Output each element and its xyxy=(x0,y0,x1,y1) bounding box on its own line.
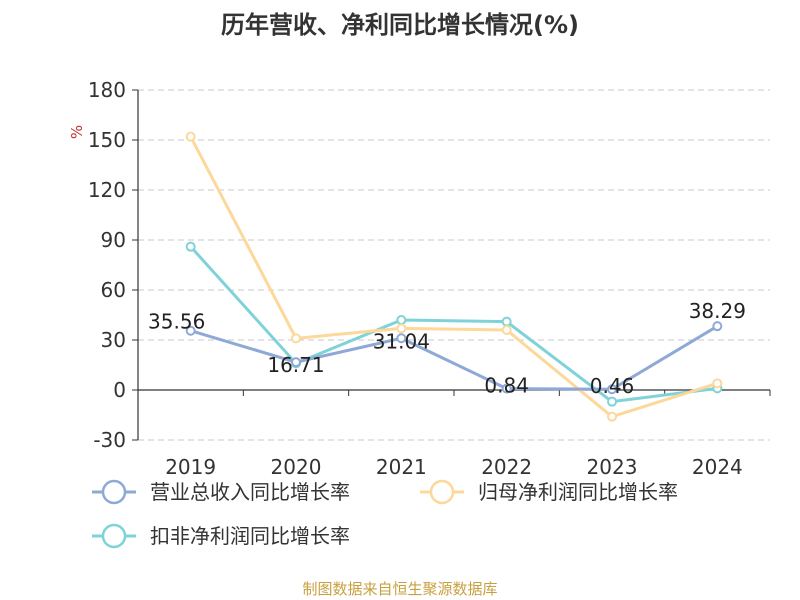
data-point xyxy=(607,396,617,407)
legend-marker xyxy=(429,479,455,505)
x-tick-label: 2024 xyxy=(692,455,743,479)
y-tick-label: 90 xyxy=(101,228,126,252)
y-tick-label: -30 xyxy=(93,428,126,452)
data-point xyxy=(185,131,196,142)
x-tick-label: 2019 xyxy=(165,455,216,479)
y-tick-label: 30 xyxy=(101,328,126,352)
data-label: 38.29 xyxy=(689,299,746,323)
legend-marker xyxy=(101,479,127,505)
data-point xyxy=(396,323,407,334)
data-label: 35.56 xyxy=(148,310,205,334)
data-label: 0.46 xyxy=(590,374,635,398)
data-point xyxy=(607,411,617,422)
data-label: 0.84 xyxy=(484,374,529,398)
data-point xyxy=(291,333,301,344)
data-point xyxy=(712,378,723,389)
data-point xyxy=(396,333,407,344)
legend-label: 营业总收入同比增长率 xyxy=(150,480,350,504)
data-source: 制图数据来自恒生聚源数据库 xyxy=(302,580,497,598)
data-labels: 35.56 16.71 31.04 0.84 0.46 38.29 xyxy=(148,299,746,398)
chart-title: 历年营收、净利同比增长情况(%) xyxy=(221,11,579,39)
data-point xyxy=(501,316,512,327)
data-point xyxy=(501,325,512,335)
data-point xyxy=(185,325,196,336)
grid-lines xyxy=(138,89,770,441)
y-tick-label: 180 xyxy=(88,78,126,102)
y-tick-label: 0 xyxy=(113,378,126,402)
x-tick-label: 2021 xyxy=(376,455,427,479)
data-point xyxy=(607,384,617,395)
y-tick-label: 150 xyxy=(88,128,126,152)
data-label: 31.04 xyxy=(373,329,430,353)
data-point xyxy=(185,241,196,252)
y-axis-unit: % xyxy=(68,125,86,139)
series-line xyxy=(190,324,719,391)
y-tick-label: 60 xyxy=(101,278,126,302)
x-tick-label: 2023 xyxy=(587,455,638,479)
series-line xyxy=(189,245,718,404)
series-line xyxy=(189,135,718,419)
x-tick-label: 2022 xyxy=(481,455,532,479)
data-label: 16.71 xyxy=(267,353,324,377)
series-layer xyxy=(185,131,723,422)
legend-label: 归母净利润同比增长率 xyxy=(478,480,678,504)
legend-marker xyxy=(101,523,127,549)
data-point xyxy=(501,383,512,394)
data-point xyxy=(712,321,723,332)
data-point xyxy=(396,315,407,325)
axes: -30 0 30 60 90 120 150 180 2019 2020 2021 2022 2023 2… xyxy=(88,78,771,479)
y-tick-label: 120 xyxy=(88,178,126,202)
legend-label: 扣非净利润同比增长率 xyxy=(150,524,350,548)
data-point xyxy=(291,357,301,368)
x-tick-label: 2020 xyxy=(271,455,322,479)
